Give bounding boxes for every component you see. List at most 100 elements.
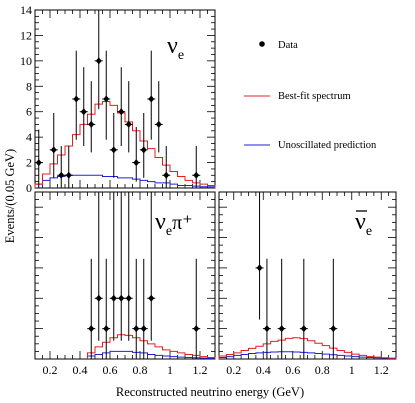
data-point bbox=[124, 81, 133, 153]
data-marker bbox=[193, 171, 200, 179]
data-point bbox=[109, 192, 118, 341]
data-point bbox=[87, 81, 96, 153]
data-point bbox=[132, 258, 141, 359]
data-point bbox=[94, 192, 103, 341]
data-point bbox=[34, 129, 43, 188]
data-marker bbox=[140, 325, 147, 333]
data-point bbox=[139, 258, 148, 359]
x-tick-label: 0.6 bbox=[285, 363, 300, 377]
x-tick-label: 0.4 bbox=[73, 363, 88, 377]
data-marker bbox=[95, 57, 102, 65]
data-point bbox=[57, 146, 66, 188]
data-point bbox=[64, 146, 73, 188]
data-marker bbox=[88, 120, 95, 128]
data-marker bbox=[256, 264, 263, 272]
data-point bbox=[262, 258, 271, 359]
data-point bbox=[277, 258, 286, 359]
x-tick-label: 0.2 bbox=[226, 363, 241, 377]
data-marker bbox=[50, 146, 57, 154]
data-marker bbox=[163, 171, 170, 179]
data-marker bbox=[193, 325, 200, 333]
data-marker bbox=[118, 108, 125, 116]
data-marker bbox=[110, 294, 117, 302]
legend-data-label: Data bbox=[278, 40, 298, 51]
data-point bbox=[49, 112, 58, 178]
y-tick-label: 6 bbox=[26, 105, 32, 119]
data-marker bbox=[118, 294, 125, 302]
data-point bbox=[147, 192, 156, 341]
data-point bbox=[72, 50, 81, 140]
data-marker bbox=[125, 120, 132, 128]
data-point bbox=[329, 258, 338, 359]
data-point bbox=[154, 81, 163, 153]
data-point bbox=[139, 112, 148, 178]
panel-1: 0.2 0.4 0.6 0.8 1 1.2 νeπ⁺ bbox=[34, 191, 216, 377]
data-marker bbox=[133, 325, 140, 333]
y-tick-label: 0 bbox=[26, 181, 32, 195]
data-point bbox=[87, 258, 96, 359]
data-point bbox=[124, 192, 133, 341]
data-point bbox=[192, 146, 201, 188]
panel-0: 0 2 4 6 8 10 12 14 νe bbox=[20, 3, 216, 195]
x-tick-label: 1.2 bbox=[374, 363, 389, 377]
data-marker bbox=[278, 325, 285, 333]
best-fit-histogram-1 bbox=[87, 334, 216, 359]
x-tick-label: 1 bbox=[167, 363, 173, 377]
legend-best-fit-label: Best-fit spectrum bbox=[278, 91, 351, 102]
x-tick-label: 1 bbox=[349, 363, 355, 377]
data-point bbox=[117, 67, 126, 147]
data-point bbox=[132, 126, 141, 182]
data-marker bbox=[73, 95, 80, 103]
data-marker bbox=[95, 294, 102, 302]
data-marker bbox=[35, 159, 42, 167]
data-marker bbox=[103, 325, 110, 333]
data-point bbox=[162, 146, 171, 188]
panel-frame-0 bbox=[34, 9, 216, 189]
x-tick-label: 0.8 bbox=[315, 363, 330, 377]
best-fit-histogram-0 bbox=[34, 101, 216, 188]
y-tick-label: 2 bbox=[26, 156, 32, 170]
data-marker bbox=[330, 325, 337, 333]
data-marker bbox=[155, 120, 162, 128]
legend: Data Best-fit spectrum Unoscillated pred… bbox=[244, 40, 377, 151]
data-marker bbox=[65, 171, 72, 179]
data-marker bbox=[140, 146, 147, 154]
data-marker bbox=[103, 95, 110, 103]
data-point bbox=[79, 67, 88, 147]
panel-label-0: νe bbox=[167, 33, 184, 63]
data-point bbox=[255, 192, 264, 320]
data-point bbox=[299, 258, 308, 359]
unoscillated-histogram-2 bbox=[218, 351, 397, 359]
x-tick-label: 0.2 bbox=[43, 363, 58, 377]
data-point bbox=[117, 192, 126, 341]
x-tick-label: 1.2 bbox=[193, 363, 208, 377]
y-axis-title: Events/(0.05 GeV) bbox=[3, 149, 17, 243]
best-fit-histogram-2 bbox=[218, 337, 397, 359]
data-point bbox=[192, 258, 201, 359]
x-tick-label: 0.6 bbox=[103, 363, 118, 377]
data-marker bbox=[300, 325, 307, 333]
y-tick-label: 10 bbox=[20, 54, 32, 68]
x-tick-label: 0.4 bbox=[256, 363, 271, 377]
y-tick-label: 12 bbox=[20, 28, 32, 42]
x-axis-title: Reconstructed neutrino energy (GeV) bbox=[116, 385, 304, 399]
legend-data-marker bbox=[259, 41, 265, 47]
data-marker bbox=[80, 108, 87, 116]
x-tick-label: 0.8 bbox=[133, 363, 148, 377]
y-tick-label: 4 bbox=[26, 130, 32, 144]
panel-2: 0.2 0.4 0.6 0.8 1 1.2 νe bbox=[218, 191, 397, 377]
data-point bbox=[102, 258, 111, 359]
y-tick-label: 14 bbox=[20, 3, 32, 17]
data-marker bbox=[133, 159, 140, 167]
data-point bbox=[109, 112, 118, 178]
data-marker bbox=[263, 325, 270, 333]
data-marker bbox=[88, 325, 95, 333]
data-point bbox=[147, 50, 156, 140]
data-marker bbox=[148, 95, 155, 103]
data-marker bbox=[58, 171, 65, 179]
panel-label-2: νe bbox=[355, 209, 372, 239]
panel-frame-2 bbox=[218, 191, 397, 360]
data-marker bbox=[125, 294, 132, 302]
data-marker bbox=[110, 146, 117, 154]
